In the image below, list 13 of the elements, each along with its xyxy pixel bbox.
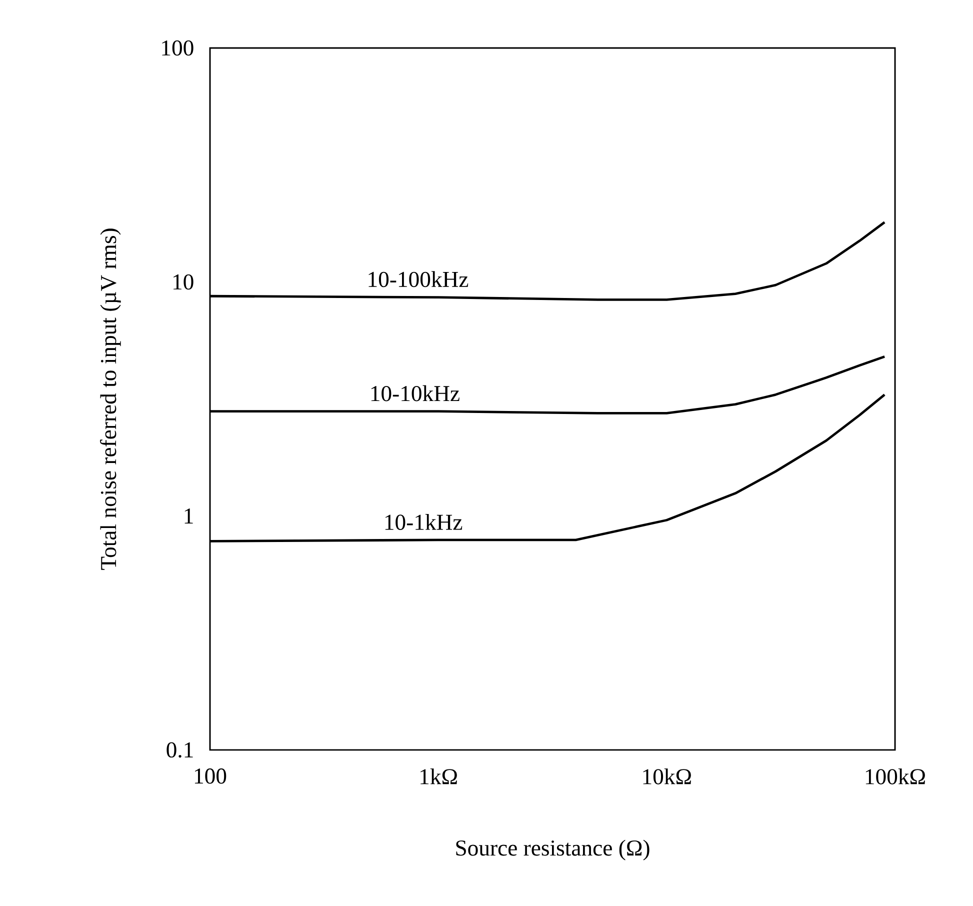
series-label: 10-100kHz	[368, 271, 468, 288]
x-axis-title: Source resistance (Ω)	[456, 840, 650, 860]
x-tick-label: 10kΩ	[643, 768, 691, 784]
y-axis-title: Total noise referred to input (µV rms)	[100, 228, 121, 570]
y-tick-label: 10	[173, 274, 194, 290]
series-label: 10-1kHz	[385, 514, 462, 530]
y-tick-label: 1	[184, 508, 193, 524]
y-tick-label: 0.1	[166, 742, 193, 758]
x-tick-label: 100kΩ	[866, 768, 925, 784]
series-label: 10-10kHz	[371, 385, 460, 402]
x-tick-label: 1kΩ	[420, 768, 457, 784]
x-tick-label: 100	[194, 768, 226, 784]
y-tick-label: 100	[162, 40, 194, 56]
